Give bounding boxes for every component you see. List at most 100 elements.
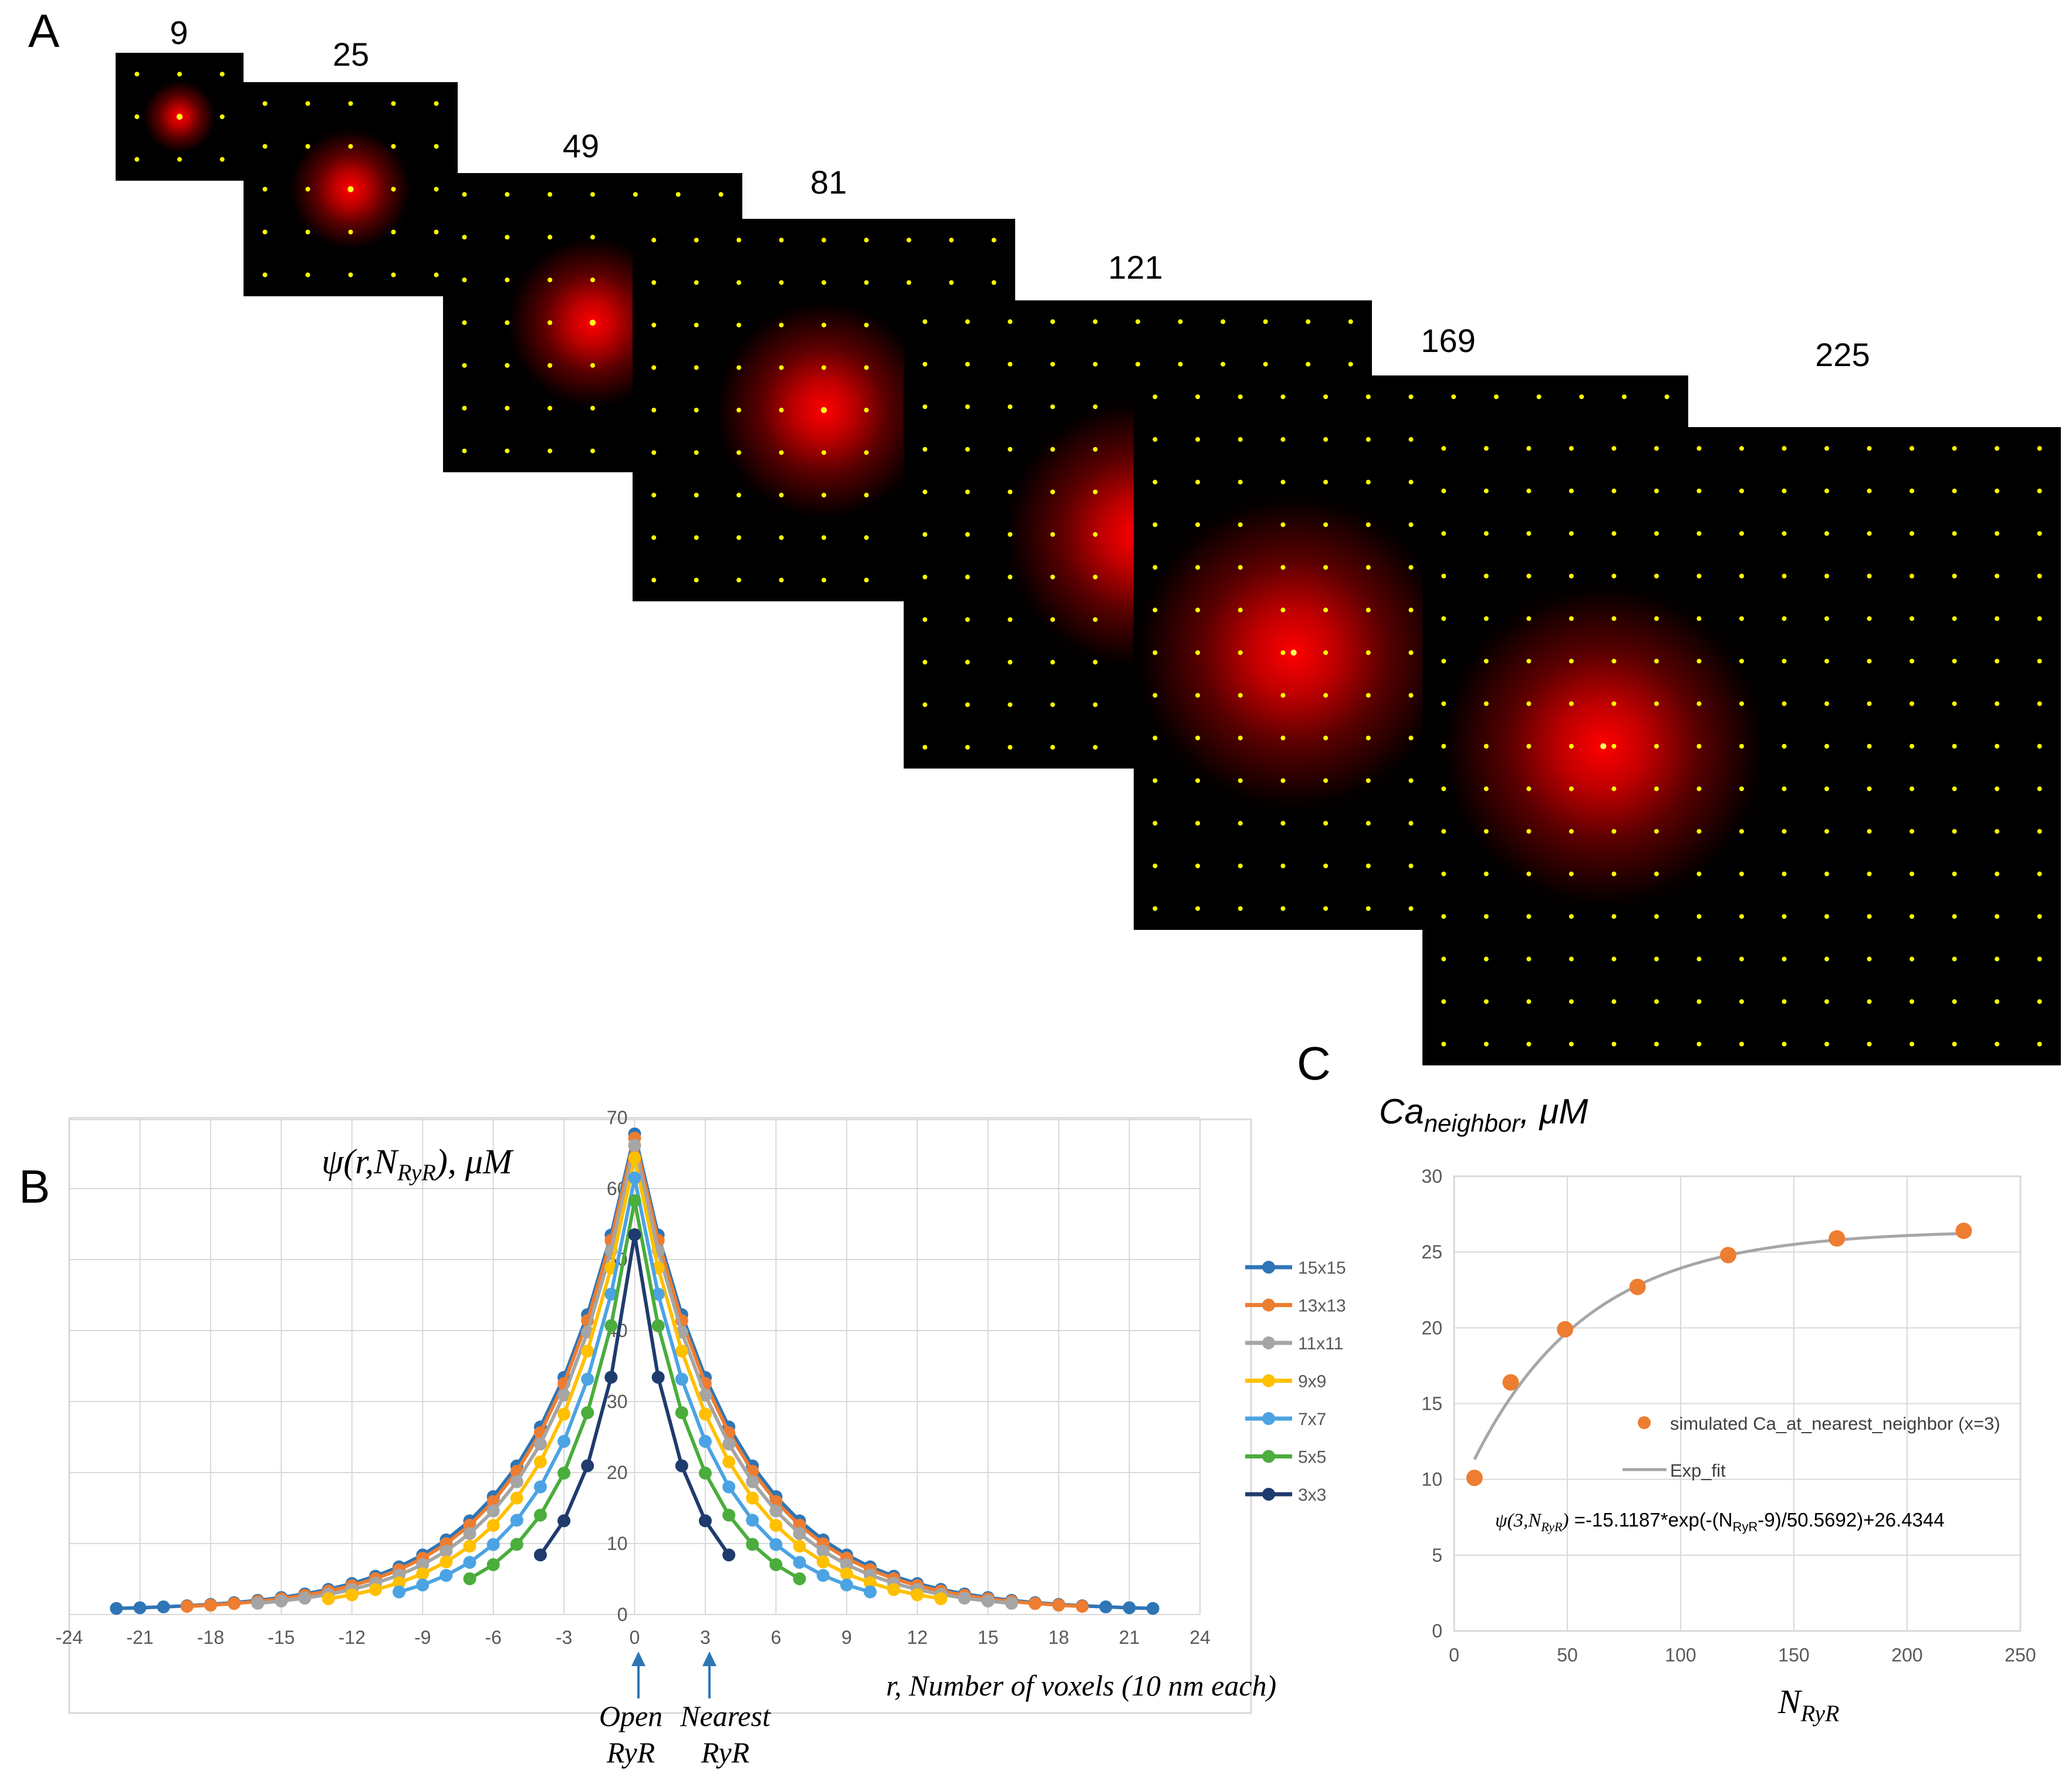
ryr-grid-dot [590,235,596,240]
ryr-grid-dot [1238,821,1243,826]
heatmap-225: 225 [1422,336,2061,1065]
ryr-grid-dot [1152,437,1158,442]
y-tick-label: 0 [1432,1620,1442,1642]
data-point [793,1527,806,1541]
data-point [793,1572,806,1586]
ryr-grid-dot [2037,701,2042,706]
data-point [204,1598,217,1612]
ryr-grid-dot [1824,616,1830,621]
ryr-grid-dot [1654,871,1659,876]
chart-b-frame [68,1118,1252,1714]
series-5x5 [463,1194,806,1586]
ryr-grid-dot [1824,914,1830,919]
data-point [675,1406,688,1419]
ryr-grid-dot [1824,488,1830,493]
data-point [793,1556,806,1569]
data-point [1028,1597,1042,1610]
ryr-grid-dot [2037,829,2042,834]
ryr-grid-dot [1867,616,1872,621]
ryr-grid-dot [2037,786,2042,791]
ryr-grid-dot [1654,446,1659,451]
ryr-grid-dot [1995,871,2000,876]
data-point [746,1491,759,1505]
ryr-grid-dot [1654,744,1659,749]
data-point [769,1519,783,1532]
ryr-grid-dot [2037,871,2042,876]
ryr-grid-dot [1238,522,1243,527]
ryr-grid-dot [1696,786,1702,791]
ryr-grid-dot [434,101,439,106]
ryr-grid-dot [1408,479,1414,485]
chart-c-legend: simulated Ca_at_nearest_neighbor (x=3) E… [1623,1413,2000,1481]
ryr-grid-dot [1782,658,1787,664]
data-point [675,1372,688,1386]
ryr-grid-dot [1093,361,1098,367]
ryr-grid-dot [1654,829,1659,834]
data-point [581,1459,594,1473]
ryr-grid-dot [1238,650,1243,655]
data-point [510,1491,523,1505]
ryr-grid-dot [1050,532,1055,537]
ryr-grid-dot [590,363,596,368]
ryr-grid-dot [1824,531,1830,536]
ryr-grid-dot [1739,871,1744,876]
ryr-grid-dot [348,229,353,235]
data-point [769,1558,783,1572]
data-point [722,1455,736,1468]
ryr-grid-dot [1739,658,1744,664]
ryr-grid-dot [1696,616,1702,621]
ryr-grid-dot [1195,394,1201,400]
ryr-grid-dot [1238,778,1243,783]
ryr-grid-dot [1483,956,1489,962]
ryr-grid-dot [1824,446,1830,451]
data-point [557,1407,571,1421]
title-suffix: ), μM [434,1142,514,1181]
ryr-grid-dot [1408,394,1414,400]
ryr-grid-dot [1611,744,1617,749]
ryr-grid-dot [779,323,784,328]
ryr-grid-dot [1995,786,2000,791]
ryr-grid-dot [1569,829,1574,834]
ryr-grid-dot [1483,616,1489,621]
ryr-grid-dot [1536,394,1542,400]
ryr-grid-dot [1441,488,1446,493]
ryr-grid-dot [1238,565,1243,570]
ryr-grid-dot [1909,786,1915,791]
data-point [698,1514,712,1528]
ryr-grid-dot [434,144,439,149]
ryr-grid-dot [434,272,439,277]
ryr-grid-dot [1952,999,1957,1004]
ryr-grid-dot [1739,701,1744,706]
ryr-grid-dot [1195,437,1201,442]
ryr-grid-dot [922,489,928,495]
ryr-grid-dot [462,448,467,453]
ryr-grid-dot [1093,702,1098,708]
data-point [934,1592,948,1606]
ryr-grid-dot [906,238,911,243]
ryr-grid-dot [822,323,826,328]
data-point [651,1287,665,1301]
data-point [628,1194,641,1207]
ryr-grid-dot [822,238,826,243]
ryr-grid-dot [949,238,954,243]
ryr-grid-dot [1483,531,1489,536]
ryr-grid-dot [965,532,970,537]
y-tick-label: 5 [1432,1545,1442,1566]
data-point [840,1578,853,1592]
x-tick-label: 6 [770,1627,781,1648]
ryr-grid-dot [922,574,928,580]
ryr-grid-dot [694,280,699,285]
ryr-grid-dot [1195,650,1201,655]
data-point [1052,1598,1066,1612]
ryr-grid-dot [651,323,657,328]
ryr-grid-dot [1483,786,1489,791]
ryr-grid-dot [348,187,353,192]
x-tick-label: -6 [485,1627,501,1648]
ryr-grid-dot [736,535,742,540]
heatmap-label: 49 [563,127,599,164]
ryr-grid-dot [1909,1041,1915,1047]
ryr-grid-dot [1867,658,1872,664]
ryr-grid-dot [1483,1041,1489,1047]
ryr-grid-dot [1483,829,1489,834]
ryr-grid-dot [1654,488,1659,493]
